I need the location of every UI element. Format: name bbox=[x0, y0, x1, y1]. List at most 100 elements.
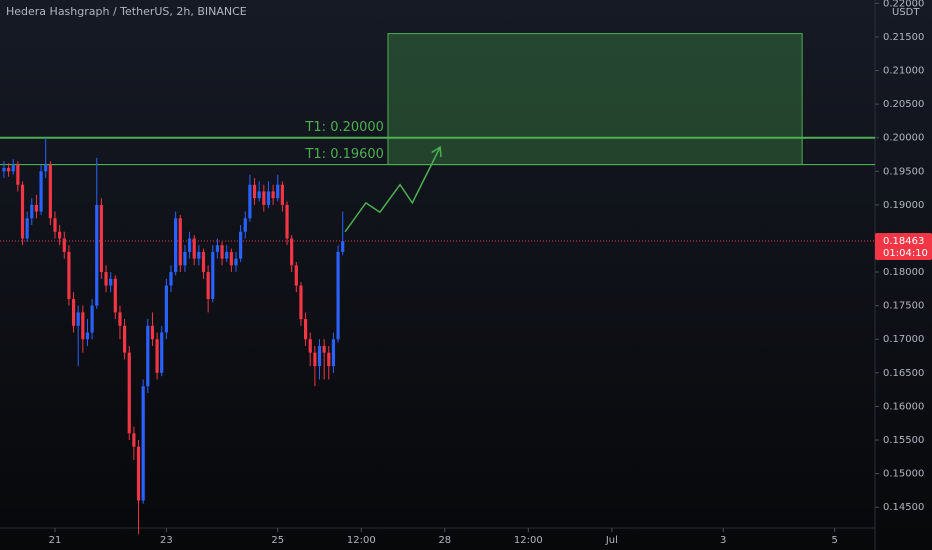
candle-body bbox=[48, 164, 52, 219]
candle-body bbox=[285, 204, 289, 239]
x-tick-label: 12:00 bbox=[514, 535, 543, 546]
candle-body bbox=[178, 218, 182, 266]
candle-body bbox=[271, 191, 275, 199]
candle-body bbox=[276, 184, 280, 199]
candle-body bbox=[211, 251, 215, 299]
x-tick-label: 28 bbox=[438, 535, 451, 546]
level-label: T1: 0.19600 bbox=[304, 147, 383, 162]
candle-body bbox=[146, 325, 150, 387]
candle-body bbox=[160, 332, 164, 373]
candle-body bbox=[220, 245, 224, 259]
candle-body bbox=[201, 251, 206, 273]
candle-body bbox=[331, 339, 336, 367]
candle-body bbox=[262, 191, 266, 205]
x-tick-label: 23 bbox=[160, 535, 173, 546]
candle-body bbox=[34, 204, 39, 212]
candle-body bbox=[290, 238, 294, 266]
candle-body bbox=[155, 339, 159, 373]
candle-body bbox=[299, 285, 303, 320]
candle-body bbox=[215, 245, 220, 252]
candle-body bbox=[322, 345, 326, 353]
candle-body bbox=[132, 433, 136, 447]
y-tick-label: 0.15000 bbox=[883, 469, 924, 480]
candle-body bbox=[239, 231, 243, 259]
candle-body bbox=[6, 167, 11, 172]
projection-arrowhead bbox=[431, 145, 442, 158]
candle-body bbox=[197, 251, 201, 259]
y-tick-label: 0.16000 bbox=[883, 401, 924, 412]
candle-body bbox=[67, 251, 71, 299]
candle-body bbox=[280, 184, 284, 205]
candle-body bbox=[206, 272, 210, 299]
candle-body bbox=[187, 238, 192, 252]
candle-body bbox=[62, 238, 66, 252]
last-price-tag bbox=[875, 232, 932, 260]
level-label: T1: 0.20000 bbox=[304, 120, 383, 135]
candle-body bbox=[234, 258, 238, 266]
candle-body bbox=[39, 171, 43, 212]
candle-body bbox=[327, 352, 331, 367]
candle-body bbox=[113, 278, 117, 313]
candle-body bbox=[252, 184, 257, 199]
candle-body bbox=[183, 251, 187, 266]
candle-body bbox=[104, 272, 108, 286]
candle-body bbox=[71, 298, 76, 326]
candle-body bbox=[313, 352, 317, 367]
y-tick-label: 0.21000 bbox=[883, 66, 924, 77]
candle-body bbox=[99, 204, 103, 273]
candle-body bbox=[174, 218, 178, 273]
last-price-label: 0.18463 bbox=[883, 236, 924, 247]
y-tick-label: 0.20500 bbox=[883, 99, 924, 110]
y-tick-label: 0.18000 bbox=[883, 267, 924, 278]
candle-body bbox=[303, 319, 308, 340]
candle-body bbox=[44, 164, 48, 172]
y-tick-label: 0.21500 bbox=[883, 32, 924, 43]
y-tick-label: 0.19500 bbox=[883, 166, 924, 177]
candle-body bbox=[141, 386, 145, 501]
x-tick-label: 12:00 bbox=[347, 535, 376, 546]
candle-body bbox=[58, 231, 62, 239]
candle-body bbox=[308, 339, 312, 353]
candle-body bbox=[30, 204, 34, 219]
x-tick-label: 3 bbox=[720, 535, 726, 546]
candle-body bbox=[136, 446, 141, 501]
candle-body bbox=[341, 241, 345, 252]
x-tick-label: 21 bbox=[49, 535, 62, 546]
candle-body bbox=[90, 305, 94, 333]
y-tick-label: 0.16500 bbox=[883, 368, 924, 379]
candle-body bbox=[294, 265, 298, 286]
candle-body bbox=[76, 312, 80, 326]
y-tick-label: 0.17500 bbox=[883, 301, 924, 312]
candle-body bbox=[192, 238, 196, 259]
candle-body bbox=[164, 285, 168, 333]
candle-body bbox=[53, 218, 57, 232]
candle-body bbox=[169, 272, 173, 286]
candle-body bbox=[266, 191, 271, 205]
x-tick-label: 25 bbox=[271, 535, 284, 546]
candle-body bbox=[243, 218, 247, 232]
y-tick-label: 0.15500 bbox=[883, 435, 924, 446]
candle-body bbox=[16, 164, 20, 185]
target-box bbox=[387, 33, 803, 166]
y-tick-label: 0.17000 bbox=[883, 334, 924, 345]
candle-body bbox=[150, 325, 155, 340]
y-tick-label: 0.22000 bbox=[883, 0, 924, 9]
y-axis-label: USDT bbox=[892, 7, 920, 18]
candle-body bbox=[95, 204, 99, 306]
candle-body bbox=[123, 325, 127, 353]
y-tick-label: 0.19000 bbox=[883, 200, 924, 211]
candle-body bbox=[109, 278, 113, 286]
projection-path bbox=[344, 146, 441, 233]
y-tick-label: 0.14500 bbox=[883, 502, 924, 513]
candle-body bbox=[257, 191, 261, 199]
candle-body bbox=[127, 352, 131, 434]
candle-body bbox=[81, 312, 85, 340]
countdown-label: 01:04:10 bbox=[883, 248, 928, 259]
candle-body bbox=[317, 345, 322, 367]
candle-body bbox=[20, 184, 25, 239]
y-tick-label: 0.20000 bbox=[883, 133, 924, 144]
candle-body bbox=[229, 251, 233, 266]
